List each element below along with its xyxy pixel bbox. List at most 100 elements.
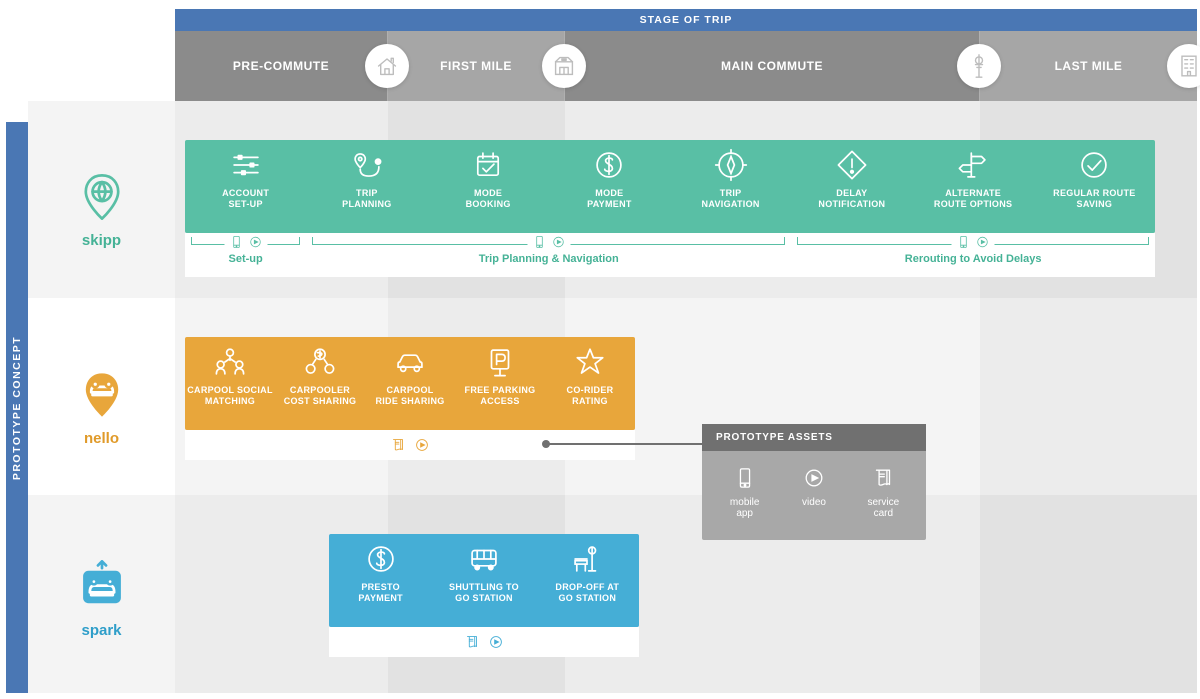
- callout-item-video: video: [779, 463, 848, 519]
- feature-label: PRESTOPAYMENT: [358, 582, 403, 605]
- callout-item-label: servicecard: [849, 497, 918, 519]
- car-icon: [393, 345, 427, 379]
- callout-item-label: mobileapp: [710, 497, 779, 519]
- video-icon: [779, 463, 848, 493]
- skipp-band: ACCOUNTSET-UP TRIPPLANNING MODEBOOKING MODE…: [185, 140, 1155, 233]
- feature-label: REGULAR ROUTESAVING: [1053, 188, 1135, 211]
- nello-sub-strip: [185, 430, 635, 460]
- feature-label: ACCOUNTSET-UP: [222, 188, 269, 211]
- mobile-icon: [956, 234, 972, 250]
- callout-row: mobileappvideoservicecard: [702, 451, 926, 529]
- skipp-badge-icon: [75, 170, 129, 230]
- tower-icon: [957, 44, 1001, 88]
- grid-cell: [980, 298, 1197, 495]
- feature-label: CARPOOL SOCIALMATCHING: [187, 385, 273, 408]
- feature-label: TRIPNAVIGATION: [702, 188, 760, 211]
- concept-label: skipp: [28, 232, 175, 249]
- stage-header: STAGE OF TRIP: [175, 9, 1197, 31]
- segment-label: Set-up: [229, 253, 263, 265]
- segment-assets: [952, 234, 995, 250]
- concept-spark: spark: [28, 560, 175, 639]
- share-money-icon: [303, 345, 337, 379]
- video-icon: [975, 234, 991, 250]
- feature-label: MODEBOOKING: [466, 188, 511, 211]
- prototype-concept-bar: PROTOTYPE CONCEPT: [6, 122, 28, 693]
- bus-icon: [467, 542, 501, 576]
- dollar-icon: [592, 148, 626, 182]
- concept-label: nello: [28, 430, 175, 447]
- warn-diamond-icon: [835, 148, 869, 182]
- stage-label: LAST MILE: [1055, 59, 1123, 73]
- feature-row: CARPOOL SOCIALMATCHING CARPOOLERCOST SHAR…: [185, 337, 635, 430]
- card-icon: [463, 633, 481, 651]
- feature-label: DELAYNOTIFICATION: [818, 188, 885, 211]
- feature-carpool-cost: CARPOOLERCOST SHARING: [275, 345, 365, 408]
- stage-last-mile: LAST MILE: [980, 31, 1197, 101]
- feature-carpool-match: CARPOOL SOCIALMATCHING: [185, 345, 275, 408]
- feature-alt-route: ALTERNATEROUTE OPTIONS: [913, 148, 1034, 211]
- house-icon: [365, 44, 409, 88]
- stage-label: PRE-COMMUTE: [233, 59, 329, 73]
- segment-assets: [224, 234, 267, 250]
- skipp-segments: Set-up Trip Planning & Navigation Reroutin…: [185, 237, 1155, 277]
- feature-trip-planning: TRIPPLANNING: [306, 148, 427, 211]
- stage-label: FIRST MILE: [440, 59, 512, 73]
- video-icon: [487, 633, 505, 651]
- go-station-icon: [542, 44, 586, 88]
- feature-carpool-ride: CARPOOLRIDE SHARING: [365, 345, 455, 408]
- segment-label: Trip Planning & Navigation: [479, 253, 619, 265]
- feature-route-save: REGULAR ROUTESAVING: [1034, 148, 1155, 211]
- segment: Trip Planning & Navigation: [312, 237, 785, 265]
- nello-band: CARPOOL SOCIALMATCHING CARPOOLERCOST SHAR…: [185, 337, 635, 430]
- stage-main-commute: MAIN COMMUTE: [565, 31, 980, 101]
- feature-label: MODEPAYMENT: [587, 188, 632, 211]
- video-icon: [413, 436, 431, 454]
- compass-icon: [714, 148, 748, 182]
- stage-pre-commute: PRE-COMMUTE: [175, 31, 388, 101]
- building-icon: [1167, 44, 1200, 88]
- nello-badge-icon: [75, 368, 129, 428]
- calendar-check-icon: [471, 148, 505, 182]
- star-icon: [573, 345, 607, 379]
- mobile-icon: [710, 463, 779, 493]
- feature-account-setup: ACCOUNTSET-UP: [185, 148, 306, 211]
- feature-co-rider: CO-RIDERRATING: [545, 345, 635, 408]
- stage-first-mile: FIRST MILE: [388, 31, 565, 101]
- video-icon: [550, 234, 566, 250]
- feature-mode-booking: MODEBOOKING: [428, 148, 549, 211]
- feature-mode-payment: MODEPAYMENT: [549, 148, 670, 211]
- parking-icon: [483, 345, 517, 379]
- check-circle-icon: [1077, 148, 1111, 182]
- feature-label: CO-RIDERRATING: [567, 385, 614, 408]
- feature-presto: PRESTOPAYMENT: [329, 542, 432, 605]
- callout-item-label: video: [779, 497, 848, 508]
- dollar-icon: [364, 542, 398, 576]
- feature-label: TRIPPLANNING: [342, 188, 391, 211]
- spark-badge-icon: [75, 560, 129, 620]
- video-icon: [247, 234, 263, 250]
- grid-cell: [980, 495, 1197, 693]
- callout-connector: [546, 443, 702, 445]
- feature-free-parking: FREE PARKINGACCESS: [455, 345, 545, 408]
- feature-dropoff: DROP-OFF ATGO STATION: [536, 542, 639, 605]
- feature-row: PRESTOPAYMENT SHUTTLING TOGO STATIONDROP-…: [329, 534, 639, 627]
- people-icon: [213, 345, 247, 379]
- callout-title: PROTOTYPE ASSETS: [702, 424, 926, 451]
- feature-shuttle: SHUTTLING TOGO STATION: [432, 542, 535, 605]
- prototype-concept-label: PROTOTYPE CONCEPT: [11, 335, 23, 479]
- concept-skipp: skipp: [28, 170, 175, 249]
- segment: Rerouting to Avoid Delays: [797, 237, 1149, 265]
- signpost-icon: [956, 148, 990, 182]
- segment: Set-up: [191, 237, 300, 265]
- route-pin-icon: [350, 148, 384, 182]
- mobile-icon: [531, 234, 547, 250]
- segment-assets: [527, 234, 570, 250]
- spark-band: PRESTOPAYMENT SHUTTLING TOGO STATIONDROP-…: [329, 534, 639, 627]
- card-icon: [849, 463, 918, 493]
- prototype-assets-callout: PROTOTYPE ASSETSmobileappvideoservicecar…: [702, 424, 926, 540]
- feature-label: FREE PARKINGACCESS: [465, 385, 536, 408]
- feature-trip-nav: TRIPNAVIGATION: [670, 148, 791, 211]
- feature-label: CARPOOLERCOST SHARING: [284, 385, 357, 408]
- mobile-icon: [228, 234, 244, 250]
- feature-row: ACCOUNTSET-UP TRIPPLANNING MODEBOOKING MODE…: [185, 140, 1155, 233]
